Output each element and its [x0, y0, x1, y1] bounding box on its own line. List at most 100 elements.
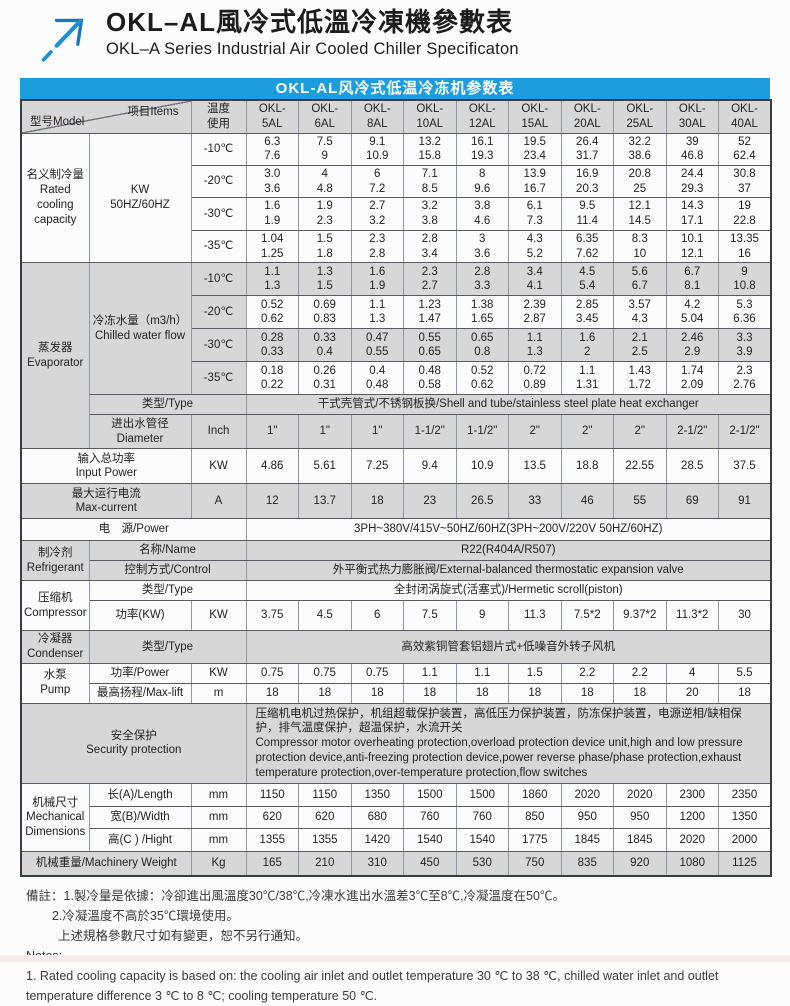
note-line: 2.冷凝溫度不高於35℃環境使用。	[52, 908, 239, 923]
length-label: 长(A)/Length	[88, 783, 192, 808]
table-cell: 2020	[665, 828, 719, 853]
footer-strip	[0, 955, 790, 962]
table-cell: 5.5	[718, 662, 772, 684]
table-cell: 1200	[665, 806, 719, 830]
note-line: 1. Rated cooling capacity is based on: t…	[26, 968, 719, 1003]
table-cell: 28.5	[665, 448, 719, 485]
table-cell: 920	[613, 851, 667, 877]
evap-type-label: 类型/Type	[88, 394, 247, 416]
model-header: OKL- 30AL	[665, 99, 719, 134]
table-cell: 7.5 9	[298, 132, 352, 166]
model-items-header: 型号Model 项目Items	[20, 99, 192, 134]
table-cell: 46	[560, 483, 614, 520]
table-cell: 1.1 1.31	[560, 361, 614, 396]
table-cell: 1.1 1.3	[245, 262, 299, 297]
table-cell: 2.1 2.5	[613, 328, 667, 363]
table-cell: 1.1 1.3	[508, 328, 562, 363]
table-cell: 7.25	[350, 448, 404, 485]
table-cell: 1-1/2"	[455, 414, 509, 450]
cooling-row-neg10: 名义制冷量 Rated cooling capacity KW 50HZ/60HZ…	[20, 132, 772, 264]
table-cell: 7.5	[403, 600, 457, 632]
table-cell: 3.0 3.6	[245, 164, 299, 199]
table-cell: 0.75	[245, 662, 299, 684]
table-cell: 4 4.8	[298, 164, 352, 199]
max-current-row: 最大运行电流 Max-current A 12 13.7 18 23 26.5 33 46 55 6…	[20, 483, 772, 520]
table-cell: 16.9 20.3	[560, 164, 614, 199]
table-cell: 2350	[718, 783, 772, 808]
table-cell: 0.72 0.89	[508, 361, 562, 396]
pump-lift-row: 最高扬程/Max-lift m 18 18 18 18 18 18 18 18 20 18	[21, 682, 772, 704]
table-cell: 20.8 25	[613, 164, 667, 199]
table-cell: 1845	[560, 828, 614, 853]
table-cell: 2.2	[560, 662, 614, 684]
model-header: OKL- 25AL	[613, 99, 667, 134]
table-cell: 19.5 23.4	[508, 132, 562, 166]
table-cell: 3.4 4.1	[508, 262, 562, 297]
table-cell: 1.5	[508, 662, 562, 684]
table-cell: 7.5*2	[560, 600, 614, 632]
table-cell: 4.5 5.4	[560, 262, 614, 297]
table-cell: 750	[508, 851, 562, 877]
table-cell: 5.6 6.7	[613, 262, 667, 297]
table-cell: 19 22.8	[718, 197, 772, 231]
note-line: 備註：1.製冷量是依據：冷卻進出風溫度30℃/38℃,冷凍水進出水溫差3℃至8℃…	[26, 888, 565, 903]
table-cell: 6.35 7.62	[560, 229, 614, 264]
table-cell: 1.23 1.47	[403, 295, 457, 330]
table-cell: 18.8	[560, 448, 614, 485]
model-header: OKL- 8AL	[350, 99, 404, 134]
table-cell: 13.5	[508, 448, 562, 485]
table-cell: 4.3 5.2	[508, 229, 562, 264]
temp-label: -35℃	[190, 229, 247, 264]
table-cell: 0.4 0.48	[350, 361, 404, 396]
page-title: OKL–AL風冷式低溫冷凍機參數表	[106, 7, 514, 37]
table-cell: 6 7.2	[350, 164, 404, 199]
table-cell: 1"	[350, 414, 404, 450]
table-cell: 4.86	[245, 448, 299, 485]
table-cell: 12	[245, 483, 299, 520]
table-cell: 3.8 4.6	[455, 197, 509, 231]
table-cell: 69	[665, 483, 719, 520]
table-cell: 1.1	[455, 662, 509, 684]
evap-row-neg10: 蒸发器 Evaporator 冷冻水量（m3/h） Chilled water f…	[20, 262, 772, 450]
table-cell: 6.3 7.6	[245, 132, 299, 166]
table-cell: 0.69 0.83	[298, 295, 352, 330]
table-cell: 0.52 0.62	[455, 361, 509, 396]
table-cell: 1.04 1.25	[245, 229, 299, 264]
table-cell: 32.2 38.6	[613, 132, 667, 166]
evap-type-value: 干式壳管式/不锈钢板换/Shell and tube/stainless ste…	[245, 394, 772, 416]
table-cell: 1350	[718, 806, 772, 830]
table-cell: 18	[718, 682, 772, 704]
table-cell: 37.5	[718, 448, 772, 485]
table-cell: 4.5	[298, 600, 352, 632]
table-cell: 1.43 1.72	[613, 361, 667, 396]
table-cell: 1500	[455, 783, 509, 808]
table-cell: 0.47 0.55	[350, 328, 404, 363]
table-cell: 18	[560, 682, 614, 704]
table-cell: 23	[403, 483, 457, 520]
table-cell: 1.3 1.5	[298, 262, 352, 297]
table-cell: 2.85 3.45	[560, 295, 614, 330]
spec-table: 型号Model 项目Items 温度 使用 OKL- 5AL OKL- 6AL OKL- …	[20, 99, 772, 877]
table-cell: 13.35 16	[718, 229, 772, 264]
table-cell: 2.8 3.3	[455, 262, 509, 297]
table-cell: 9 10.8	[718, 262, 772, 297]
refrigerant-name-row: 制冷剂 Refrigerant 名称/Name R22(R404A/R507)	[20, 540, 772, 582]
cooling-row-neg20: -20℃ 3.0 3.6 4 4.8 6 7.2 7.1 8.5 8 9.6 13.9 16…	[21, 164, 772, 199]
temp-use-header: 温度 使用	[190, 99, 247, 134]
table-cell: 10.9	[455, 448, 509, 485]
table-cell: 33	[508, 483, 562, 520]
table-cell: 30.8 37	[718, 164, 772, 199]
input-power-unit: KW	[190, 448, 247, 485]
table-cell: 11.3	[508, 600, 562, 632]
table-cell: 18	[350, 682, 404, 704]
table-cell: 16.1 19.3	[455, 132, 509, 166]
width-unit: mm	[190, 806, 247, 830]
table-cell: 26.5	[455, 483, 509, 520]
power-row: 电 源/Power 3PH~380V/415V~50HZ/60HZ(3PH~200…	[20, 518, 772, 542]
table-cell: 0.75	[298, 662, 352, 684]
diameter-unit: Inch	[190, 414, 247, 450]
table-cell: 1080	[665, 851, 719, 877]
table-cell: 18	[613, 682, 667, 704]
table-cell: 1.74 2.09	[665, 361, 719, 396]
security-value: 压缩机电机过热保护，机组超载保护装置，高低压力保护装置，防冻保护装置，电源逆相/…	[245, 702, 772, 785]
